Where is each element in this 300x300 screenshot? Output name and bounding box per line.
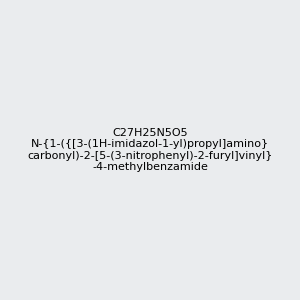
- Text: C27H25N5O5
N-{1-({[3-(1H-imidazol-1-yl)propyl]amino}
carbonyl)-2-[5-(3-nitrophen: C27H25N5O5 N-{1-({[3-(1H-imidazol-1-yl)p…: [27, 128, 273, 172]
